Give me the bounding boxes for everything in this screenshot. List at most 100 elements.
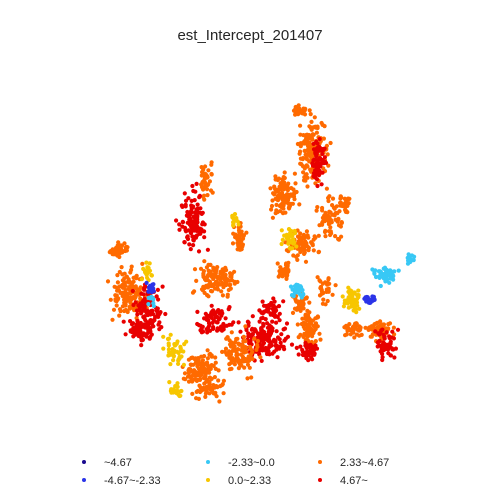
- map-point: [320, 219, 325, 224]
- legend-label: -2.33~0.0: [228, 457, 275, 469]
- map-point: [310, 163, 316, 168]
- map-point: [240, 242, 245, 247]
- map-point: [386, 326, 391, 331]
- map-point: [326, 198, 331, 204]
- map-point: [295, 322, 300, 327]
- map-point: [131, 302, 136, 308]
- map-point: [289, 186, 294, 191]
- map-point: [118, 243, 123, 248]
- map-point: [312, 115, 317, 120]
- map-point: [218, 271, 223, 276]
- map-point: [257, 319, 262, 324]
- map-point: [193, 360, 198, 365]
- map-point: [227, 362, 232, 367]
- map-point: [289, 342, 295, 347]
- map-point: [244, 230, 249, 235]
- map-point: [108, 297, 113, 302]
- map-point: [278, 340, 283, 345]
- map-point: [373, 274, 379, 280]
- map-point: [233, 232, 238, 237]
- map-point: [365, 296, 370, 301]
- map-point: [279, 180, 285, 185]
- map-point: [382, 334, 387, 339]
- map-point: [171, 353, 176, 358]
- map-point: [306, 324, 312, 329]
- map-point: [303, 240, 308, 245]
- map-point: [231, 320, 236, 325]
- map-point: [320, 151, 325, 157]
- map-point: [243, 345, 249, 350]
- map-point: [347, 322, 352, 327]
- map-point: [314, 208, 319, 213]
- map-point: [112, 249, 117, 254]
- map-point: [152, 318, 157, 323]
- map-point: [308, 144, 313, 149]
- map-point: [205, 247, 210, 252]
- map-point: [323, 234, 328, 239]
- map-point: [383, 279, 388, 284]
- map-point: [129, 322, 135, 327]
- map-point: [282, 269, 287, 274]
- map-point: [352, 335, 357, 340]
- map-point: [309, 355, 314, 360]
- map-point: [334, 204, 339, 209]
- map-point: [300, 164, 305, 169]
- map-point: [135, 318, 140, 324]
- map-point: [210, 385, 215, 390]
- map-point: [278, 265, 283, 270]
- map-point: [235, 336, 240, 341]
- map-point: [212, 375, 217, 380]
- map-point: [224, 268, 229, 273]
- map-point: [267, 343, 272, 348]
- map-point: [126, 295, 131, 300]
- map-point: [294, 345, 299, 350]
- map-point: [290, 233, 295, 238]
- map-point: [218, 282, 223, 287]
- map-point: [280, 177, 285, 182]
- map-point: [302, 250, 307, 255]
- map-point: [147, 283, 153, 288]
- map-point: [282, 326, 288, 331]
- map-point: [182, 371, 188, 376]
- map-point: [213, 279, 219, 284]
- map-point: [294, 244, 299, 249]
- map-point: [200, 222, 205, 227]
- map-point: [167, 380, 172, 385]
- map-point: [354, 300, 360, 305]
- map-point: [147, 261, 152, 266]
- map-point: [193, 370, 198, 375]
- map-point: [220, 274, 225, 279]
- map-point: [182, 225, 188, 230]
- map-point: [310, 352, 315, 357]
- map-point: [197, 195, 202, 200]
- map-point: [306, 358, 311, 363]
- map-point: [188, 247, 193, 252]
- map-point: [196, 249, 202, 254]
- map-point: [111, 307, 117, 312]
- map-point: [143, 271, 148, 276]
- map-point: [213, 355, 218, 360]
- map-point: [112, 284, 117, 289]
- map-point: [208, 328, 213, 333]
- map-point: [123, 307, 128, 313]
- map-point: [271, 296, 276, 301]
- map-point: [138, 296, 143, 301]
- map-point: [328, 210, 333, 215]
- map-point: [191, 225, 196, 230]
- map-point: [169, 389, 174, 394]
- map-point: [205, 369, 210, 374]
- map-point: [343, 333, 348, 338]
- map-point: [175, 384, 180, 389]
- map-point: [304, 163, 309, 168]
- map-point: [358, 325, 363, 330]
- map-point: [303, 350, 308, 356]
- map-point: [267, 337, 272, 342]
- map-point: [194, 396, 199, 401]
- map-point: [321, 290, 326, 296]
- map-point: [192, 356, 197, 362]
- map-point: [406, 252, 411, 257]
- map-point: [177, 227, 182, 232]
- map-point: [279, 241, 284, 247]
- map-point: [194, 181, 199, 186]
- map-point: [273, 174, 278, 179]
